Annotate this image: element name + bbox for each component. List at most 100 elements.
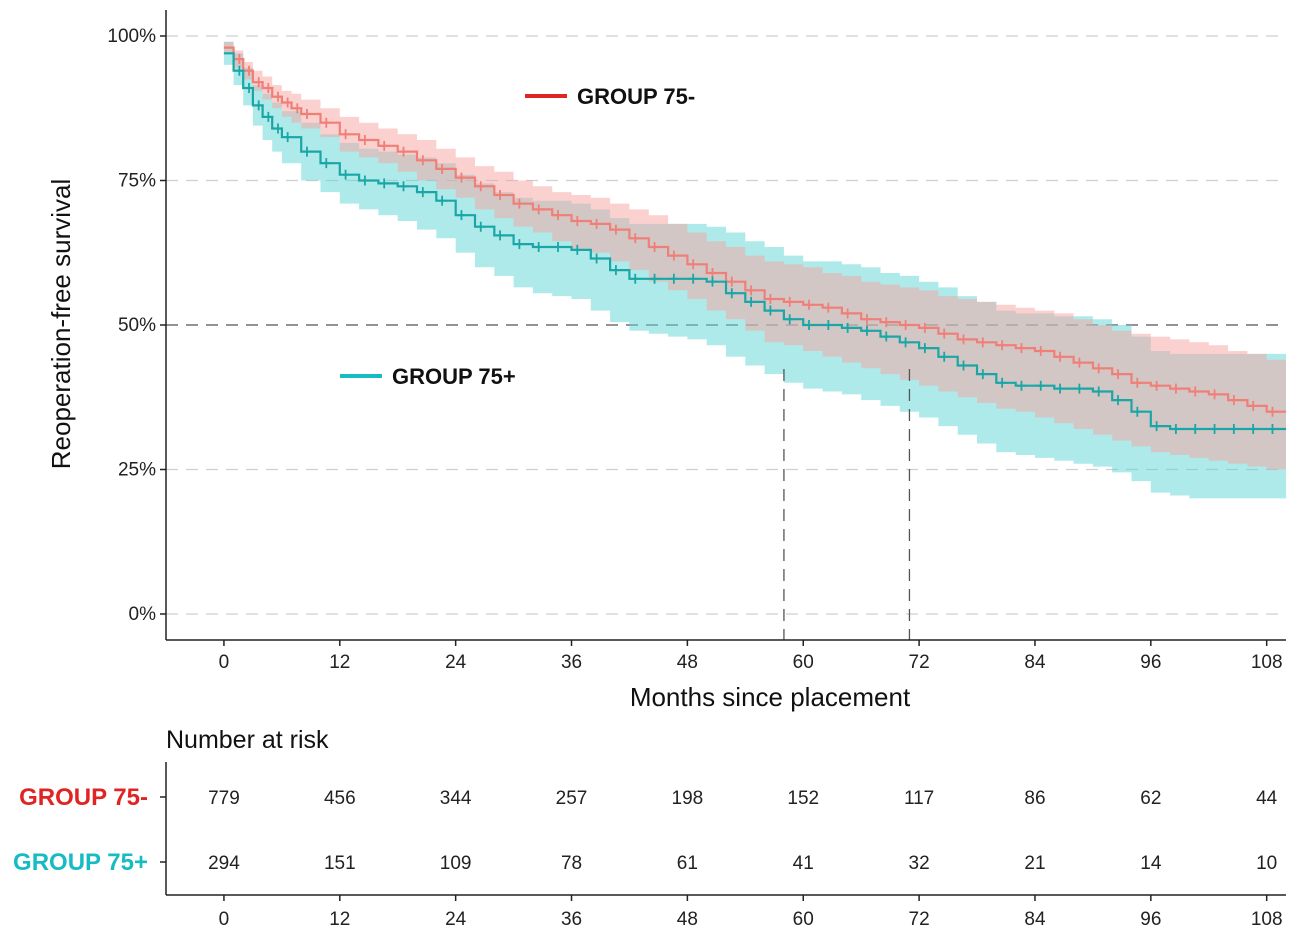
censor-mark — [610, 224, 621, 235]
censor-mark — [1093, 363, 1104, 374]
risk-table-title: Number at risk — [166, 726, 329, 754]
censor-mark — [861, 314, 872, 325]
censor-mark — [1132, 406, 1143, 417]
risk-value: 779 — [208, 788, 240, 809]
censor-mark — [958, 334, 969, 345]
censor-mark — [234, 65, 245, 76]
censor-mark — [359, 175, 370, 186]
x-tick-label: 12 — [329, 652, 350, 673]
censor-mark — [1074, 383, 1085, 394]
censor-mark — [1267, 424, 1278, 435]
censor-mark — [977, 369, 988, 380]
x-tick-label: 0 — [219, 652, 230, 673]
legend-label: GROUP 75+ — [392, 364, 516, 389]
risk-x-tick-label: 96 — [1140, 909, 1161, 930]
censor-mark — [244, 83, 255, 94]
censor-mark — [591, 253, 602, 264]
confidence-bands — [223, 41, 1286, 499]
censor-mark — [1132, 377, 1143, 388]
censor-mark — [804, 320, 815, 330]
censor-mark — [784, 314, 795, 325]
risk-value: 109 — [440, 853, 472, 874]
censor-mark — [707, 267, 718, 278]
risk-value: 151 — [324, 853, 356, 874]
censor-mark — [572, 215, 583, 226]
censor-mark — [379, 140, 390, 151]
censor-mark — [244, 65, 255, 76]
risk-value: 344 — [440, 788, 472, 809]
censor-mark — [881, 331, 892, 342]
x-tick-label: 48 — [677, 652, 698, 673]
risk-value: 44 — [1256, 788, 1278, 809]
risk-value: 61 — [677, 853, 698, 874]
censor-mark — [495, 189, 506, 200]
risk-value: 21 — [1024, 853, 1045, 874]
x-tick-label: 36 — [561, 652, 582, 673]
censor-mark — [919, 322, 930, 333]
censor-mark — [977, 337, 988, 348]
censor-mark — [1151, 380, 1162, 391]
survival-curve — [223, 52, 1286, 431]
censor-mark — [379, 178, 390, 189]
risk-value: 117 — [904, 788, 934, 809]
censor-mark — [765, 293, 776, 304]
x-tick-label: 84 — [1024, 652, 1046, 673]
censor-mark — [456, 210, 467, 221]
censor-mark — [321, 117, 332, 128]
risk-value: 198 — [672, 788, 704, 809]
censor-mark — [475, 221, 486, 232]
risk-x-tick-label: 108 — [1251, 909, 1283, 930]
censor-mark — [958, 360, 969, 371]
x-tick-label: 108 — [1251, 652, 1283, 673]
censor-mark — [900, 320, 911, 330]
risk-x-tick-label: 24 — [445, 909, 467, 930]
censor-mark — [630, 233, 641, 244]
censor-mark — [437, 195, 448, 206]
risk-x-tick-label: 36 — [561, 909, 582, 930]
censor-mark — [273, 123, 283, 134]
censor-mark — [398, 181, 409, 192]
censor-mark — [456, 172, 467, 183]
y-tick-label: 50% — [118, 315, 156, 336]
censor-mark — [746, 285, 757, 296]
censor-mark — [301, 109, 312, 120]
censor-mark — [1228, 395, 1239, 406]
censor-mark — [939, 328, 950, 339]
censor-mark — [1016, 343, 1027, 354]
censor-mark — [900, 337, 911, 348]
censor-mark — [649, 273, 660, 284]
censor-mark — [282, 132, 293, 143]
censor-mark — [572, 244, 583, 255]
censor-mark — [253, 100, 264, 111]
x-tick-label: 24 — [445, 652, 467, 673]
censor-mark — [823, 320, 834, 330]
censor-mark — [726, 276, 737, 287]
survival-curves — [223, 46, 1286, 435]
risk-value: 62 — [1140, 788, 1161, 809]
censor-mark — [1055, 351, 1066, 362]
censor-mark — [475, 181, 486, 192]
censor-mark — [823, 302, 834, 313]
censor-mark — [1228, 424, 1239, 435]
risk-x-tick-label: 12 — [329, 909, 350, 930]
censor-mark — [1035, 380, 1046, 391]
censor-mark — [1055, 383, 1066, 394]
censor-mark — [495, 230, 506, 241]
censor-mark — [746, 296, 757, 307]
censor-mark — [610, 265, 621, 276]
censor-mark — [263, 111, 274, 122]
censor-mark — [514, 239, 525, 250]
censor-mark — [1209, 424, 1220, 435]
censor-mark — [398, 146, 409, 157]
risk-value: 456 — [324, 788, 356, 809]
x-tick-label: 96 — [1140, 652, 1161, 673]
x-tick-label: 72 — [909, 652, 930, 673]
risk-value: 152 — [787, 788, 819, 809]
censor-mark — [881, 317, 892, 328]
censor-mark — [1190, 386, 1201, 397]
censor-mark — [842, 308, 853, 319]
censor-mark — [668, 250, 679, 261]
risk-row-label: GROUP 75- — [19, 784, 148, 811]
plot-axes: 0 12 24 36 48 60 72 84 96 108 — [160, 10, 1286, 673]
